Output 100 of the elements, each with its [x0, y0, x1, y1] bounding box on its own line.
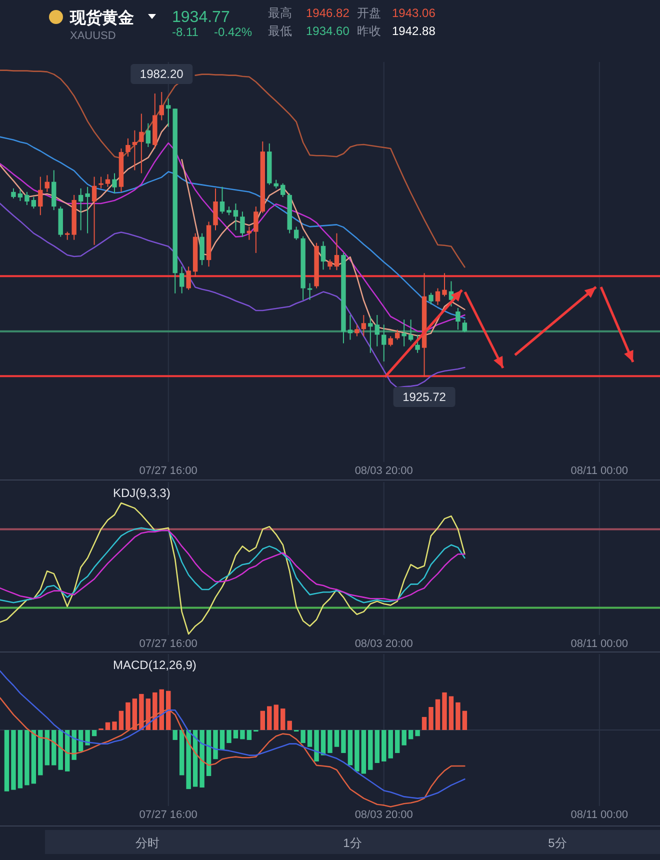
bar	[200, 730, 204, 788]
bar	[361, 730, 366, 774]
text: 1946.82	[306, 6, 350, 20]
x-tick-label: 07/27 16:00	[139, 809, 198, 821]
candlestick	[294, 226, 299, 240]
chart-title: MACD(12,26,9)	[113, 658, 196, 672]
text: 昨收	[357, 24, 381, 38]
bar	[172, 730, 178, 740]
text: 最高	[268, 6, 292, 20]
candlestick	[24, 191, 30, 206]
annotation: 1925.72	[402, 390, 446, 404]
text: 1943.06	[392, 6, 436, 20]
bar	[240, 730, 245, 740]
bar	[382, 730, 386, 762]
candlestick	[246, 226, 252, 240]
bar	[402, 730, 406, 746]
bar	[105, 722, 110, 730]
bar	[246, 730, 252, 740]
candlestick	[442, 272, 447, 297]
text: -0.42%	[214, 25, 252, 39]
candlestick	[233, 203, 238, 231]
bar	[334, 730, 340, 747]
x-tick-label: 08/11 00:00	[570, 465, 628, 477]
x-tick-label: 08/11 00:00	[570, 809, 628, 821]
bar	[462, 710, 468, 730]
bar	[132, 698, 138, 730]
candlestick	[368, 316, 373, 354]
bar	[112, 722, 117, 730]
candlestick	[307, 282, 312, 300]
bar	[92, 730, 97, 736]
x-tick-label: 08/03 20:00	[354, 809, 413, 821]
x-tick-label: 08/11 00:00	[570, 638, 628, 650]
candlestick	[105, 174, 110, 188]
candlestick	[126, 138, 130, 158]
bar	[274, 704, 278, 730]
candlestick	[213, 188, 218, 231]
candlestick	[394, 329, 400, 340]
x-tick-label: 07/27 16:00	[139, 465, 198, 477]
candlestick	[31, 196, 36, 210]
bar	[31, 730, 36, 784]
candlestick	[11, 188, 16, 199]
bar	[24, 730, 30, 786]
bar	[394, 730, 400, 754]
bar	[152, 692, 158, 730]
candlestick	[254, 206, 258, 254]
bar	[11, 730, 16, 790]
candlestick	[462, 320, 468, 333]
bar	[213, 730, 218, 760]
candlestick	[320, 240, 326, 270]
bar	[206, 730, 212, 776]
chart-title: KDJ(9,3,3)	[113, 486, 170, 500]
bar	[422, 716, 427, 730]
bar	[44, 730, 50, 766]
candlestick	[388, 336, 393, 347]
text: 现货黄金	[69, 9, 134, 27]
candlestick	[328, 259, 332, 270]
category-label: 5分	[548, 836, 567, 850]
candlestick	[200, 232, 204, 266]
text: 1934.77	[172, 9, 230, 26]
bar	[226, 730, 232, 744]
candlestick	[112, 172, 117, 194]
candlestick	[435, 288, 440, 306]
text: 开盘	[357, 6, 381, 20]
bar	[415, 730, 420, 736]
bar	[456, 702, 460, 730]
candlestick	[139, 113, 144, 174]
annotation: 1982.20	[140, 67, 184, 81]
text: XAUUSD	[70, 30, 116, 42]
bar	[328, 730, 332, 754]
bar	[118, 710, 124, 730]
bar	[58, 730, 63, 770]
category-label: 分时	[136, 836, 160, 850]
candlestick	[240, 211, 245, 238]
candlestick	[220, 186, 225, 214]
text: 1942.88	[392, 24, 436, 38]
bar	[388, 730, 393, 758]
candlestick	[159, 92, 164, 121]
bar	[52, 730, 56, 766]
bar	[300, 730, 306, 744]
bar	[18, 730, 23, 788]
candlestick	[361, 314, 366, 337]
candlestick	[78, 188, 84, 231]
bar	[435, 699, 440, 730]
bar	[408, 730, 414, 740]
candlestick	[456, 307, 460, 330]
bar	[448, 696, 454, 730]
bar	[85, 730, 90, 746]
candlestick	[44, 174, 50, 192]
candlestick	[354, 324, 360, 337]
bar	[354, 730, 360, 772]
candlestick	[92, 176, 97, 246]
text: -8.11	[172, 25, 199, 39]
bar	[72, 730, 76, 760]
candlestick	[146, 122, 151, 148]
x-tick-label: 08/03 20:00	[354, 465, 413, 477]
bar	[166, 690, 171, 730]
bar	[280, 708, 286, 730]
candlestick	[98, 176, 104, 189]
bar	[314, 730, 319, 762]
category-label: 1分	[343, 836, 362, 850]
